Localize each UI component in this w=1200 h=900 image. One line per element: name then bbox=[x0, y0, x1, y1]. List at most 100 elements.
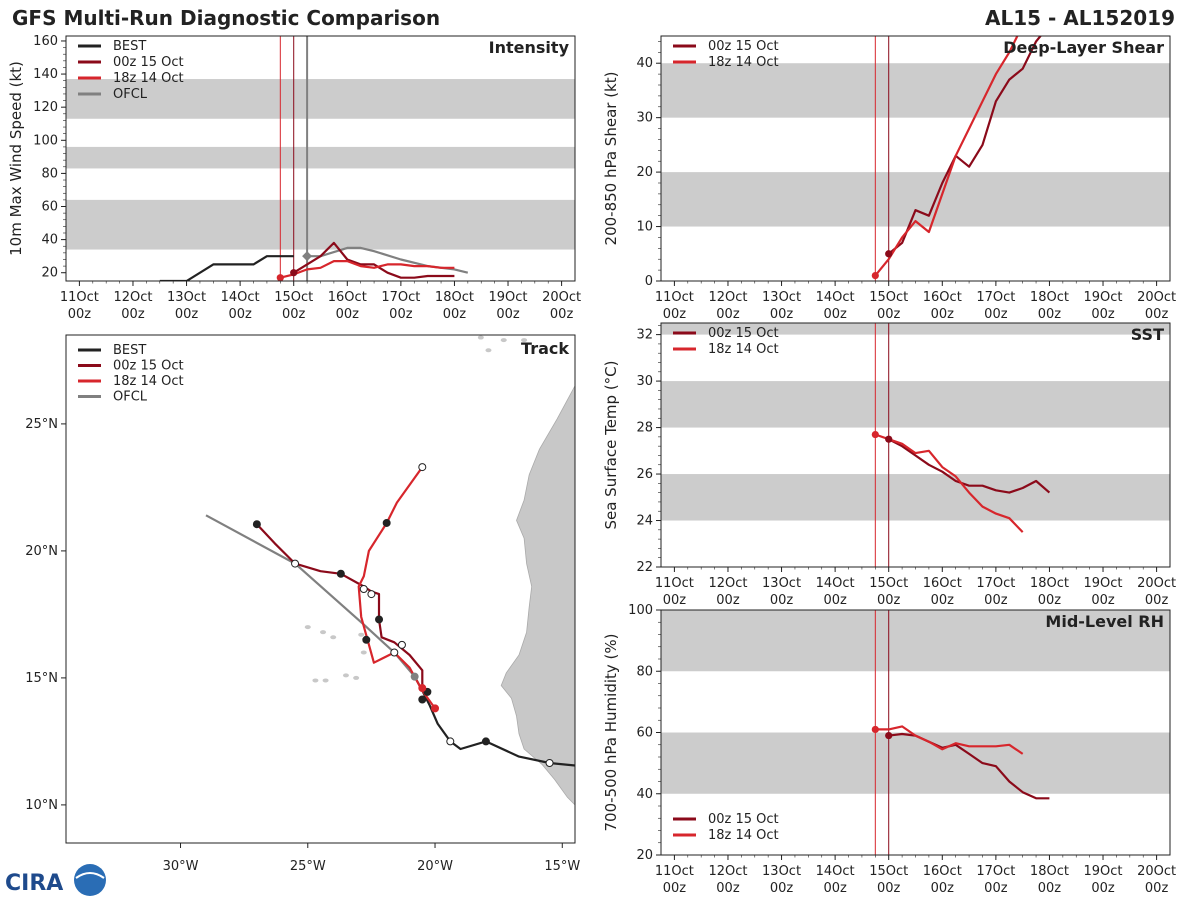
x-tick-hour: 00z bbox=[443, 307, 467, 322]
series-line bbox=[875, 725, 1024, 755]
x-tick-hour: 00z bbox=[336, 307, 360, 322]
cira-logo: CIRA bbox=[5, 864, 106, 896]
plot-frame bbox=[660, 322, 1171, 568]
x-tick-day: 17Oct bbox=[381, 290, 420, 305]
x-tick-day: 19Oct bbox=[1084, 290, 1123, 305]
track-point bbox=[336, 569, 345, 578]
x-tick-hour: 00z bbox=[1038, 593, 1062, 608]
y-tick-label: 60 bbox=[41, 200, 58, 215]
series-line bbox=[888, 438, 1051, 494]
x-tick-hour: 00z bbox=[716, 593, 740, 608]
x-tick-day: 14Oct bbox=[816, 576, 855, 591]
legend-label: 18z 14 Oct bbox=[113, 374, 184, 389]
panel-title: Mid-Level RH bbox=[1045, 612, 1164, 631]
y-tick-label: 22 bbox=[636, 560, 653, 575]
ofcl-marker bbox=[302, 251, 313, 262]
island bbox=[477, 335, 484, 340]
x-tick-day: 11Oct bbox=[655, 576, 694, 591]
legend-label: OFCL bbox=[113, 87, 148, 102]
track-point bbox=[359, 585, 368, 593]
island bbox=[322, 678, 329, 683]
lat-label: 25°N bbox=[25, 417, 58, 432]
x-tick-hour: 00z bbox=[663, 307, 687, 322]
legend-label: 00z 15 Oct bbox=[708, 39, 779, 54]
y-tick-label: 30 bbox=[636, 374, 653, 389]
y-tick-label: 40 bbox=[41, 233, 58, 248]
lat-label: 15°N bbox=[25, 671, 58, 686]
lon-label: 25°W bbox=[290, 859, 326, 874]
x-tick-day: 18Oct bbox=[435, 290, 474, 305]
shaded-band bbox=[661, 732, 1170, 794]
x-tick-day: 11Oct bbox=[655, 290, 694, 305]
plot-area bbox=[661, 323, 1170, 567]
shaded-band bbox=[661, 323, 1170, 335]
track-point bbox=[252, 520, 261, 529]
y-tick-label: 24 bbox=[636, 514, 653, 529]
series-line bbox=[280, 260, 455, 279]
x-tick-hour: 00z bbox=[877, 593, 901, 608]
shaded-band bbox=[66, 146, 575, 169]
init-marker bbox=[871, 430, 879, 439]
track-point bbox=[367, 590, 376, 599]
x-tick-day: 14Oct bbox=[816, 864, 855, 879]
shaded-band bbox=[66, 79, 575, 119]
init-marker bbox=[885, 731, 893, 740]
x-tick-day: 13Oct bbox=[762, 290, 801, 305]
x-tick-day: 12Oct bbox=[708, 290, 747, 305]
track-point bbox=[291, 559, 300, 568]
x-tick-day: 17Oct bbox=[976, 864, 1015, 879]
x-tick-hour: 00z bbox=[931, 593, 955, 608]
lon-label: 15°W bbox=[544, 859, 580, 874]
x-tick-day: 12Oct bbox=[708, 864, 747, 879]
y-tick-label: 32 bbox=[636, 328, 653, 343]
legend-label: 00z 15 Oct bbox=[708, 812, 779, 827]
lat-label: 20°N bbox=[25, 544, 58, 559]
x-tick-day: 19Oct bbox=[1084, 576, 1123, 591]
intensity-panel: 20 40 60 80 100 120 140 160 11Oct 00z 12Oct 00z 13Oc… bbox=[7, 34, 581, 322]
x-tick-day: 19Oct bbox=[489, 290, 528, 305]
legend-label: BEST bbox=[113, 343, 146, 358]
x-tick-day: 20Oct bbox=[542, 290, 581, 305]
y-tick-label: 80 bbox=[636, 664, 653, 679]
logo-globe-icon bbox=[74, 864, 106, 896]
lon-label: 20°W bbox=[417, 859, 453, 874]
x-tick-day: 17Oct bbox=[976, 576, 1015, 591]
island bbox=[330, 635, 337, 640]
panel-title: Intensity bbox=[489, 38, 570, 57]
x-tick-hour: 00z bbox=[931, 881, 955, 896]
track-panel: 30°W 25°W 20°W 15°W 10°N 15°N 20°N 25°N Track BES… bbox=[25, 334, 580, 874]
y-tick-label: 10 bbox=[636, 220, 653, 235]
x-tick-day: 13Oct bbox=[762, 576, 801, 591]
y-tick-label: 140 bbox=[33, 67, 58, 82]
y-tick-label: 30 bbox=[636, 111, 653, 126]
track-point bbox=[418, 463, 427, 472]
track-line bbox=[256, 523, 429, 693]
legend-label: OFCL bbox=[113, 390, 148, 405]
x-tick-day: 18Oct bbox=[1030, 576, 1069, 591]
y-tick-label: 100 bbox=[33, 133, 58, 148]
x-tick-day: 16Oct bbox=[923, 290, 962, 305]
legend-label: 00z 15 Oct bbox=[113, 55, 184, 70]
island bbox=[485, 348, 492, 353]
track-point bbox=[431, 704, 440, 713]
init-marker bbox=[276, 274, 284, 281]
x-tick-day: 15Oct bbox=[869, 864, 908, 879]
track-point bbox=[382, 518, 391, 527]
x-tick-day: 20Oct bbox=[1137, 864, 1176, 879]
x-tick-hour: 00z bbox=[1145, 307, 1169, 322]
init-marker bbox=[871, 271, 879, 280]
x-tick-day: 16Oct bbox=[923, 576, 962, 591]
shaded-band bbox=[661, 63, 1170, 118]
legend-label: BEST bbox=[113, 39, 146, 54]
track-point bbox=[375, 615, 384, 624]
x-tick-hour: 00z bbox=[931, 307, 955, 322]
y-tick-label: 20 bbox=[636, 165, 653, 180]
shaded-band bbox=[661, 474, 1170, 521]
logo-text: CIRA bbox=[5, 871, 63, 896]
x-tick-hour: 00z bbox=[1145, 593, 1169, 608]
x-tick-hour: 00z bbox=[68, 307, 92, 322]
map-area bbox=[205, 335, 575, 806]
lon-label: 30°W bbox=[163, 859, 199, 874]
x-tick-day: 18Oct bbox=[1030, 864, 1069, 879]
legend-label: 18z 14 Oct bbox=[708, 342, 779, 357]
